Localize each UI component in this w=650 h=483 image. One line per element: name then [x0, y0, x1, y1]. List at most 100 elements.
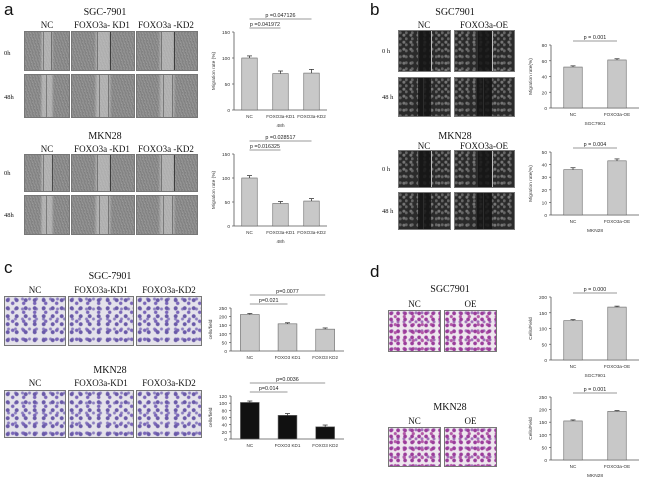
y-tick-label: 40: [222, 423, 228, 429]
y-tick-label: 0: [224, 349, 227, 355]
y-tick-label: 120: [219, 394, 227, 400]
p-value-label: p=0.0036: [276, 377, 299, 383]
y-tick-label: 100: [219, 401, 227, 407]
y-tick-label: 0: [227, 108, 230, 114]
x-axis-label: MKN28: [587, 473, 603, 479]
transwell-image: [444, 427, 497, 467]
y-axis-label: cells/field: [208, 407, 214, 427]
transwell-image: [444, 310, 497, 352]
wound-image: [454, 30, 515, 72]
panel-a-col-kd2: FOXO3a -KD2: [138, 144, 194, 154]
panel-a-col-kd2: FOXO3a -KD2: [138, 20, 194, 30]
y-tick-label: 40: [542, 163, 548, 169]
chart-b-sgc: 0 20 40 60 80 Migration rate(%) NC FOXO3a-OE SGC…: [528, 35, 639, 127]
bar: [607, 411, 627, 461]
p-value-label: p = 0.004: [584, 142, 607, 148]
y-tick-label: 150: [219, 323, 227, 329]
y-axis-label: Migration rate(%): [528, 58, 534, 95]
bar: [272, 203, 289, 227]
y-tick-label: 0: [544, 213, 547, 219]
p-value-label: p = 0.001: [584, 387, 607, 393]
wound-image: [454, 77, 515, 117]
bar: [607, 160, 627, 216]
x-axis-label: SGC7901: [584, 121, 605, 127]
panel-b-col-nc: NC: [417, 20, 431, 30]
y-tick-label: 20: [542, 188, 548, 194]
panel-a-row-48h: 48h: [4, 94, 14, 101]
wound-image: [136, 31, 198, 71]
transwell-image: [136, 296, 202, 346]
bar: [241, 177, 258, 227]
panel-c-col-nc: NC: [28, 285, 42, 295]
wound-image: [71, 74, 135, 118]
wound-image: [24, 195, 70, 235]
panel-d-col-nc: NC: [408, 416, 421, 426]
p-value-label: p=0.0077: [276, 289, 299, 295]
bar: [240, 314, 260, 352]
wound-image: [454, 150, 515, 188]
y-tick-label: 0: [544, 458, 547, 464]
panel-d-col-oe: OE: [464, 416, 477, 426]
x-axis-label: MKN28: [587, 228, 603, 234]
bar: [272, 73, 289, 111]
panel-c-col-nc: NC: [28, 378, 42, 388]
p-value-label: p = 0.001: [584, 35, 607, 41]
y-tick-label: 150: [539, 311, 547, 317]
y-tick-label: 100: [219, 332, 227, 338]
panel-b-row-0h: 0 h: [382, 48, 391, 55]
bar: [303, 200, 320, 227]
y-tick-label: 150: [539, 420, 547, 426]
p-value-label: p = 0.000: [584, 287, 607, 293]
x-tick-label: FOXO3 KD2: [312, 443, 338, 448]
bar: [563, 169, 583, 216]
panel-a-col-nc: NC: [40, 20, 54, 30]
x-tick-label: FOXO3a-KD2: [297, 230, 326, 235]
panel-b-col-nc: NC: [417, 141, 431, 151]
y-axis-label: cells/field: [208, 319, 214, 339]
panel-letter-d: d: [370, 262, 380, 281]
wound-image: [24, 154, 70, 192]
y-tick-label: 10: [542, 200, 548, 206]
p-value-label: p =0.016325: [250, 144, 280, 150]
panel-a-row-0h: 0h: [4, 170, 11, 177]
chart-b-mkn: 0 10 20 30 40 50 Migration rate(%) NC FOXO3a-OEM…: [528, 142, 639, 234]
y-axis-label: Cells/Field: [528, 417, 534, 440]
panel-b-title-sgc: SGC7901: [435, 7, 475, 18]
y-tick-label: 20: [222, 430, 228, 436]
y-tick-label: 150: [222, 152, 230, 158]
y-tick-label: 250: [219, 306, 227, 312]
x-tick-label: FOXO3a-OE: [604, 364, 630, 369]
transwell-image: [4, 296, 66, 346]
chart-a-mkn: 0 50 100 150 Migration rate (%) NC FOXO3a-KD1 F…: [211, 135, 327, 245]
panel-b-title-mkn: MKN28: [438, 131, 472, 142]
panel-a-col-kd1: FOXO3a- KD1: [74, 20, 130, 30]
panel-letter-c: c: [4, 258, 13, 277]
y-axis-label: Migration rate(%): [528, 165, 534, 202]
p-value-label: p =0.028517: [265, 135, 295, 141]
y-tick-label: 0: [224, 437, 227, 443]
bar: [563, 66, 583, 109]
y-tick-label: 100: [222, 56, 230, 62]
p-value-label: p=0.014: [259, 386, 279, 392]
x-tick-label: FOXO3a-OE: [604, 112, 630, 117]
panel-d-title-sgc: SGC7901: [430, 284, 470, 295]
x-tick-label: NC: [247, 355, 254, 360]
x-axis-label: 48h: [276, 239, 284, 245]
panel-c-col-kd1: FOXO3a-KD1: [74, 378, 128, 388]
transwell-image: [136, 390, 202, 438]
y-tick-label: 60: [222, 416, 228, 422]
wound-image: [71, 195, 135, 235]
y-tick-label: 30: [542, 175, 548, 181]
y-tick-label: 20: [542, 90, 548, 96]
y-tick-label: 100: [222, 176, 230, 182]
y-tick-label: 100: [539, 433, 547, 439]
panel-d-title-mkn: MKN28: [433, 402, 467, 413]
y-tick-label: 50: [225, 200, 231, 206]
y-tick-label: 50: [222, 340, 228, 346]
x-tick-label: NC: [570, 219, 577, 224]
x-tick-label: FOXO3a-OE: [604, 464, 630, 469]
x-tick-label: NC: [246, 230, 253, 235]
panel-a-row-48h: 48h: [4, 212, 14, 219]
y-tick-label: 50: [225, 82, 231, 88]
